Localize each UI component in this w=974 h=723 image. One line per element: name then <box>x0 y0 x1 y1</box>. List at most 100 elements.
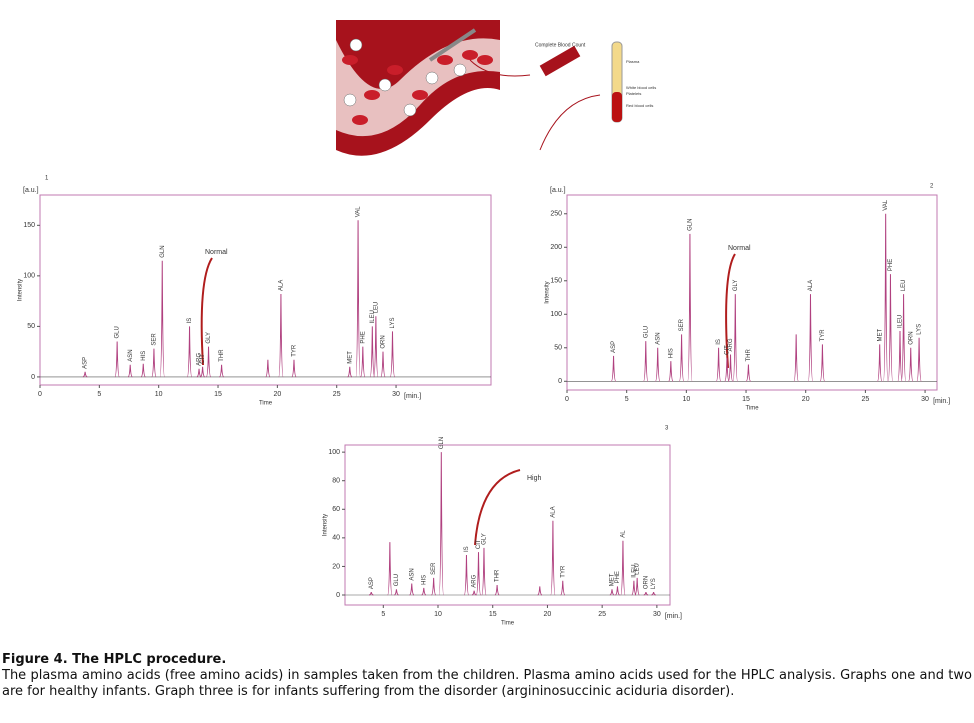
peak <box>610 355 617 382</box>
peak <box>807 294 814 382</box>
peak <box>114 341 120 378</box>
annotation-arrow <box>200 257 213 366</box>
peak <box>140 363 146 378</box>
panel-number: 2 <box>930 184 934 190</box>
peak-label: ASN <box>128 349 134 361</box>
x-axis-label: Time <box>745 406 759 412</box>
y-tick-label: 80 <box>332 478 340 485</box>
caption-text: The plasma amino acids (free amino acids… <box>2 668 972 699</box>
tube <box>539 45 581 77</box>
peak-label: LEU <box>635 563 641 575</box>
peak-label: LYS <box>651 578 657 589</box>
peak <box>471 590 477 596</box>
peak-label: CIT <box>725 345 731 355</box>
peak <box>380 351 386 378</box>
peak-label: TYR <box>560 565 566 578</box>
peak <box>389 331 396 378</box>
peak-label: GLU <box>394 574 400 586</box>
plot-frame <box>344 444 671 606</box>
peak <box>409 583 415 596</box>
peak <box>887 274 894 382</box>
peak-label: GLY <box>482 533 488 545</box>
peak-label: AL <box>621 530 627 538</box>
annotation-arrow <box>725 253 736 369</box>
annotation-arrow <box>474 469 521 546</box>
peak-label: SER <box>431 562 437 575</box>
y-tick-label: 20 <box>332 563 340 570</box>
y-tick-label: 200 <box>550 244 562 251</box>
peak-label: VAL <box>883 199 889 211</box>
x-tick-label: 25 <box>333 391 341 398</box>
peak-label: CIT <box>476 539 482 549</box>
peak <box>200 366 205 378</box>
peak-label: HIS <box>141 351 147 361</box>
annotation: Normal <box>728 245 751 252</box>
peak-label: ILEU <box>631 564 637 577</box>
peak <box>196 368 202 378</box>
peak <box>394 589 399 596</box>
peak <box>900 294 907 382</box>
peak-label: MET <box>347 351 353 364</box>
x-tick-label: 10 <box>434 611 442 618</box>
peak <box>550 520 556 596</box>
peak <box>151 348 157 378</box>
y-tick-label: 100 <box>328 449 340 456</box>
peak-label: CIT <box>200 354 206 364</box>
x-tick-label: 25 <box>598 611 606 618</box>
x-tick-label: 25 <box>861 396 869 403</box>
peak <box>908 347 914 382</box>
peak <box>643 592 649 596</box>
peak <box>620 540 626 596</box>
y-tick-label: 150 <box>23 222 35 229</box>
peak-label: PHE <box>888 259 894 271</box>
annotation: Normal <box>205 249 228 256</box>
peak-label: SER <box>679 318 685 331</box>
peak <box>793 334 799 382</box>
x-tick-label: 15 <box>742 396 750 403</box>
peak <box>634 577 640 596</box>
peak <box>615 586 620 596</box>
caption: Figure 4. The HPLC procedure. The plasma … <box>2 652 972 700</box>
syringe <box>428 28 477 62</box>
panel-number: 1 <box>45 176 49 182</box>
x-tick-label: 5 <box>381 611 385 618</box>
peak-label: HIS <box>421 575 427 585</box>
peak <box>745 364 751 382</box>
cells <box>342 50 493 125</box>
x-tick-label: 30 <box>921 396 929 403</box>
peak-label: ASN <box>655 332 661 344</box>
vessel-inner <box>336 38 500 137</box>
peak-label: HIS <box>668 348 674 358</box>
peak <box>727 354 734 382</box>
y-tick-label: 0 <box>31 374 35 381</box>
x-tick-label: 30 <box>392 391 400 398</box>
x-tick-label: 5 <box>625 396 629 403</box>
figure: Complete Blood Count Plasma White blood … <box>18 20 950 627</box>
peak <box>715 347 722 382</box>
white-cells <box>343 38 467 117</box>
peak-label: GLN <box>160 245 166 257</box>
arrow <box>539 94 601 151</box>
peak-label: LEU <box>373 302 379 314</box>
peak <box>877 344 883 382</box>
peak-label: MET <box>610 573 616 586</box>
peak <box>369 326 376 378</box>
x-tick-label: 5 <box>97 391 101 398</box>
arrow <box>469 59 531 77</box>
caption-title: Figure 4. The HPLC procedure. <box>2 652 227 667</box>
peak <box>668 361 674 382</box>
x-tick-label: 0 <box>565 396 569 403</box>
peak <box>631 580 637 596</box>
peak-label: GLY <box>206 332 212 344</box>
peak-label: LYS <box>917 324 923 335</box>
peak <box>882 213 889 382</box>
peak-label: LYS <box>390 318 396 329</box>
peak <box>438 452 444 596</box>
unit-label: [a.u.] <box>550 187 566 194</box>
peak <box>387 542 393 596</box>
y-tick-label: 250 <box>550 211 562 218</box>
y-tick-label: 100 <box>550 311 562 318</box>
illustration: Complete Blood Count Plasma White blood … <box>336 20 656 156</box>
y-tick-label: 150 <box>550 278 562 285</box>
